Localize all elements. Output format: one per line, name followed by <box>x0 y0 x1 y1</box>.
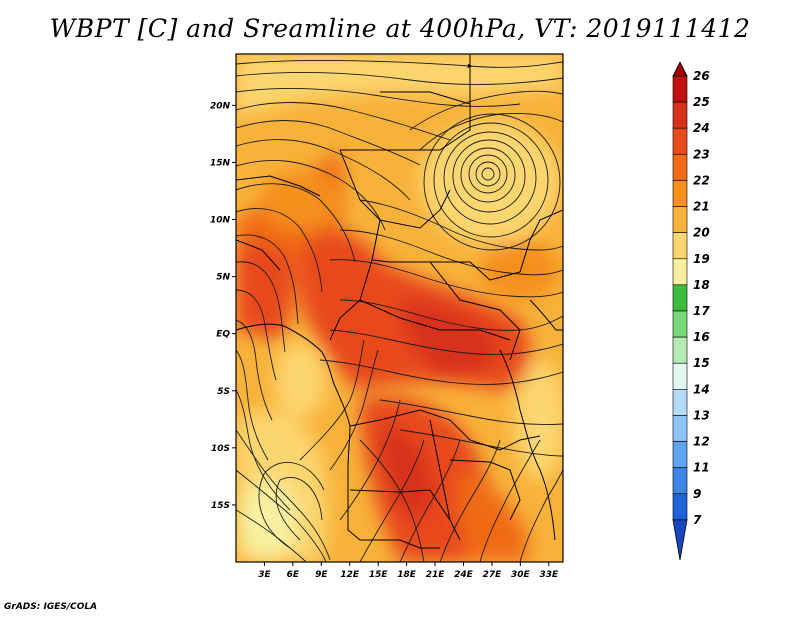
longitude-axis: 3E 6E 9E 12E 15E 18E 21E 24E 27E 30E 33E <box>258 562 559 580</box>
country-borders <box>236 54 563 549</box>
colorbar-band <box>672 310 688 338</box>
colorbar-label: 7 <box>693 513 702 527</box>
colorbar-band <box>672 389 688 416</box>
colorbar-label: 15 <box>693 356 710 370</box>
colorbar-band <box>672 206 688 233</box>
wbpt-shading <box>236 54 563 562</box>
lat-label: 5N <box>216 273 230 283</box>
lat-label: 10S <box>211 444 230 454</box>
colorbar-band <box>672 415 688 442</box>
lon-label: 24E <box>454 570 474 580</box>
colorbar-label: 22 <box>693 173 710 187</box>
lon-label: 12E <box>340 570 360 580</box>
colorbar-label: 26 <box>693 69 710 83</box>
grads-credit: GrADS: IGES/COLA <box>4 602 98 612</box>
colorbar-label: 21 <box>693 200 710 214</box>
lon-label: 21E <box>426 570 446 580</box>
lon-label: 18E <box>397 570 417 580</box>
colorbar-label: 12 <box>693 435 710 449</box>
lat-label: 15N <box>210 158 231 168</box>
colorbar-label: 18 <box>693 278 710 292</box>
colorbar-band <box>672 493 688 521</box>
colorbar-label: 11 <box>693 461 710 475</box>
colorbar-band <box>672 127 688 155</box>
colorbar: 26 25 24 23 22 21 20 19 18 17 16 15 14 13 12 11 9 7 <box>672 61 710 561</box>
colorbar-band <box>672 154 688 181</box>
colorbar-label: 16 <box>693 330 710 344</box>
lat-label: 5S <box>217 387 230 397</box>
chart-title: WBPT [C] and Sreamline at 400hPa, VT: 20… <box>49 14 751 43</box>
colorbar-label: 19 <box>693 252 710 266</box>
colorbar-top-arrow <box>672 61 688 77</box>
lon-label: 33E <box>539 570 559 580</box>
colorbar-band <box>672 336 688 364</box>
colorbar-band <box>672 467 688 495</box>
colorbar-band <box>672 284 688 312</box>
lat-label: 15S <box>211 501 230 511</box>
streamlines <box>236 59 563 562</box>
colorbar-band <box>672 258 688 286</box>
lat-label: EQ <box>216 330 230 340</box>
colorbar-band <box>672 75 688 103</box>
lon-label: 27E <box>483 570 503 580</box>
colorbar-label: 23 <box>693 147 710 161</box>
colorbar-label: 14 <box>693 382 710 396</box>
lat-label: 20N <box>210 101 231 111</box>
colorbar-band <box>672 441 688 468</box>
lon-label: 9E <box>315 570 328 580</box>
colorbar-bottom-arrow <box>672 519 688 561</box>
lon-label: 6E <box>287 570 300 580</box>
lat-label: 10N <box>210 216 231 226</box>
map-frame <box>235 53 564 563</box>
colorbar-label: 25 <box>693 95 710 109</box>
latitude-axis: 20N 15N 10N 5N EQ 5S 10S 15S <box>210 101 236 511</box>
colorbar-band <box>672 232 688 260</box>
lon-label: 3E <box>258 570 271 580</box>
colorbar-label: 17 <box>693 304 710 318</box>
colorbar-label: 9 <box>693 487 701 501</box>
colorbar-band <box>672 362 688 390</box>
colorbar-label: 20 <box>693 226 710 240</box>
colorbar-band <box>672 101 688 129</box>
colorbar-label: 24 <box>693 121 710 135</box>
colorbar-band <box>672 180 688 207</box>
colorbar-label: 13 <box>693 408 710 422</box>
lon-label: 15E <box>369 570 389 580</box>
lon-label: 30E <box>511 570 531 580</box>
